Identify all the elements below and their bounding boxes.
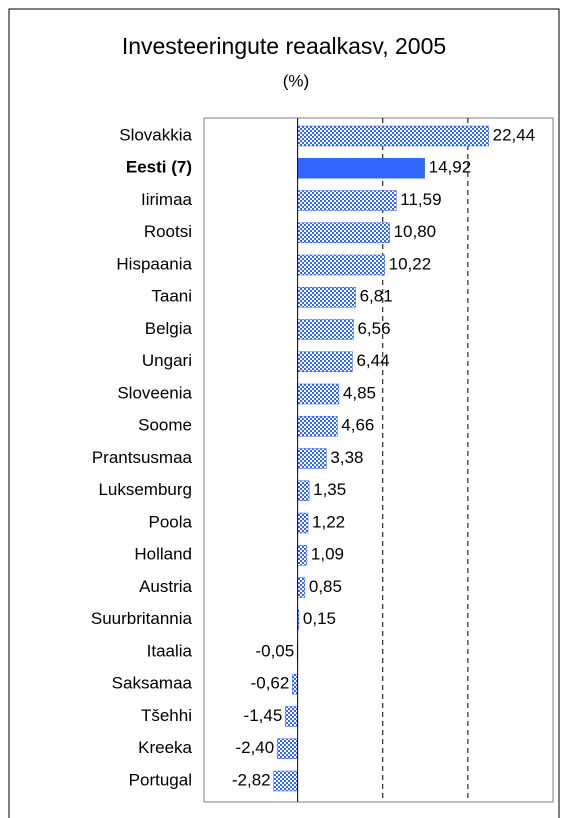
bar (297, 545, 308, 566)
category-label: Slovakkia (119, 125, 192, 144)
category-label: Itaalia (147, 641, 193, 660)
value-label: 10,22 (389, 254, 432, 273)
bar (297, 416, 338, 437)
bar (297, 512, 309, 534)
bar (273, 770, 298, 792)
category-label: Poola (149, 512, 193, 531)
value-label: 1,22 (312, 512, 345, 531)
category-label: Austria (139, 577, 192, 596)
bar (297, 125, 489, 147)
value-label: 6,81 (360, 287, 393, 306)
value-label: 3,38 (330, 448, 363, 467)
category-label: Saksamaa (112, 674, 193, 693)
bar (297, 158, 425, 179)
bar (297, 480, 310, 501)
category-label: Eesti (7) (126, 158, 192, 177)
bar (297, 287, 356, 308)
value-label: 10,80 (394, 222, 437, 241)
category-label: Soome (138, 416, 192, 435)
bar (297, 222, 390, 243)
bar (297, 319, 354, 340)
bar (297, 254, 385, 276)
category-label: Belgia (145, 319, 193, 338)
category-label: Luksemburg (98, 480, 192, 499)
value-label: 4,66 (341, 416, 374, 435)
value-label: 4,85 (343, 383, 376, 402)
value-label: 11,59 (400, 190, 441, 209)
bar (292, 674, 298, 695)
category-label: Portugal (129, 770, 192, 789)
value-label: 6,56 (357, 319, 390, 338)
value-label: 14,92 (429, 158, 472, 177)
bar (285, 706, 298, 727)
category-label: Tšehhi (141, 706, 192, 725)
category-label: Holland (134, 545, 192, 564)
value-label: 1,09 (311, 545, 344, 564)
plot-area (203, 117, 554, 803)
value-label: -2,82 (232, 770, 271, 789)
frame (8, 8, 560, 818)
value-label: -0,05 (255, 641, 294, 660)
category-label: Sloveenia (117, 383, 192, 402)
value-label: -0,62 (251, 674, 290, 693)
bar (276, 738, 298, 759)
value-label: 0,85 (309, 577, 342, 596)
category-label: Suurbritannia (91, 609, 193, 628)
category-label: Taani (151, 287, 192, 306)
value-label: 6,44 (356, 351, 389, 370)
bar (297, 448, 327, 469)
bar (297, 351, 353, 372)
category-label: Rootsi (144, 222, 192, 241)
category-label: Kreeka (138, 738, 192, 757)
category-label: Prantsusmaa (92, 448, 193, 467)
bar (297, 383, 340, 405)
value-label: 1,35 (313, 480, 346, 499)
category-label: Ungari (142, 351, 192, 370)
bar (297, 190, 397, 211)
value-label: 22,44 (493, 125, 536, 144)
bar (297, 577, 306, 598)
value-label: -2,40 (235, 738, 274, 757)
chart-subtitle: (%) (283, 71, 309, 90)
value-label: -1,45 (244, 706, 283, 725)
category-label: Hispaania (116, 254, 192, 273)
chart-title: Investeeringute reaalkasv, 2005 (122, 33, 446, 59)
category-label: Iirimaa (141, 190, 193, 209)
value-label: 0,15 (303, 609, 336, 628)
